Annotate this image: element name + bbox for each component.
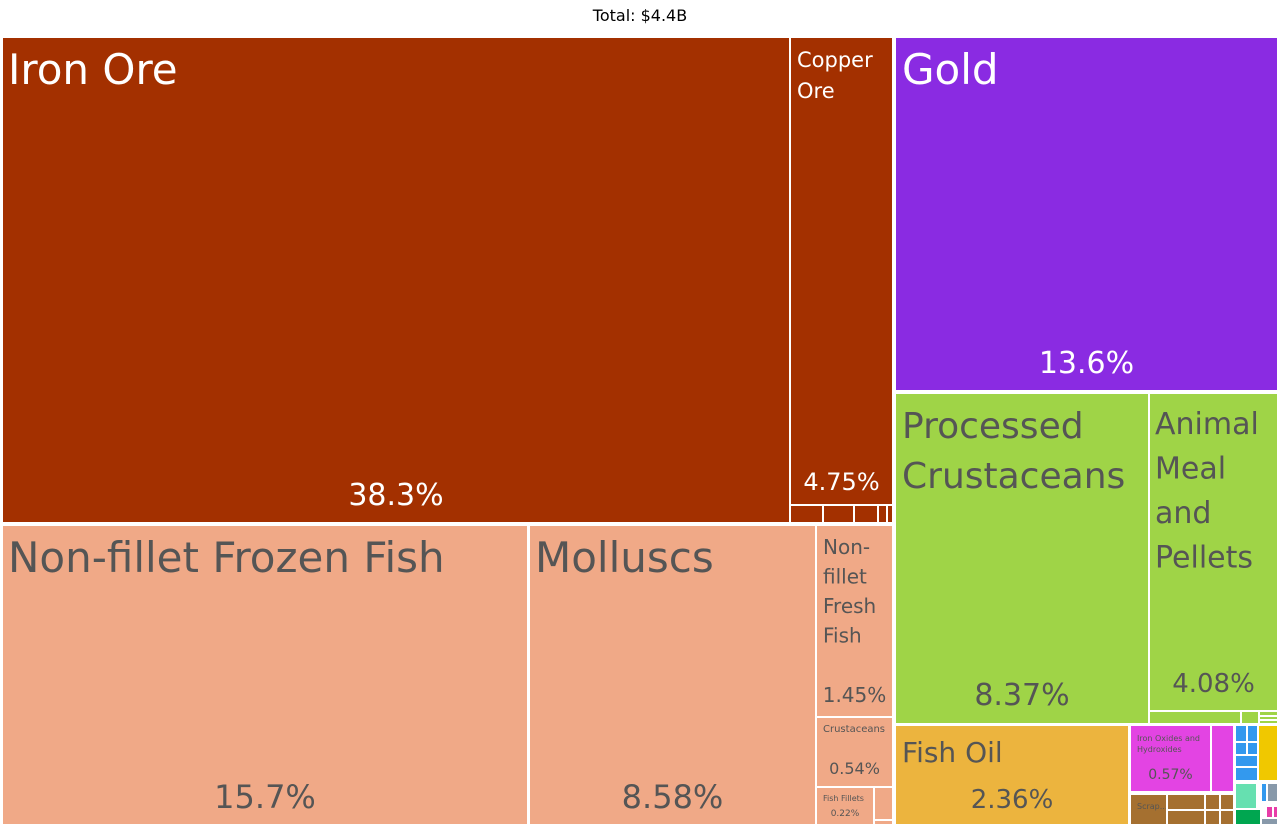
tile-iron-ore <box>1 36 791 524</box>
small-tile <box>1204 809 1221 826</box>
small-tile <box>1219 809 1235 826</box>
tile-processed-crustaceans <box>894 392 1150 725</box>
tile-non-fillet-frozen-fish <box>1 524 529 826</box>
tile-non-fillet-fresh-fish <box>815 524 894 718</box>
tile-share-iron-ore: 38.3% <box>348 478 443 513</box>
small-tile <box>1166 793 1206 811</box>
small-tile <box>1234 754 1259 768</box>
tile-label-non-fillet-frozen-fish: Non-fillet Frozen Fish <box>8 533 445 582</box>
tile-share-animal-meal-and-pellets: 4.08% <box>1172 669 1255 699</box>
small-tile <box>1257 724 1279 782</box>
small-tile <box>1246 724 1259 743</box>
small-tile <box>877 504 888 524</box>
tile-share-processed-crustaceans: 8.37% <box>974 678 1069 713</box>
tile-label-copper-ore: Copper <box>797 48 873 72</box>
small-tile <box>1266 782 1279 803</box>
tile-gold <box>894 36 1279 392</box>
tile-label-animal-meal-and-pellets: Pellets <box>1155 541 1253 576</box>
tile-fish-oil <box>894 724 1130 826</box>
tile-share-crustaceans: 0.54% <box>829 759 880 778</box>
tile-label-animal-meal-and-pellets: Meal <box>1155 452 1226 487</box>
tile-label-non-fillet-fresh-fish: Fresh <box>823 594 876 618</box>
small-tile <box>1234 724 1248 743</box>
small-tile <box>853 504 879 524</box>
tile-label-fish-oil: Fish Oil <box>902 736 1003 769</box>
small-tile <box>1210 724 1235 793</box>
tile-label-copper-ore: Ore <box>797 79 835 103</box>
small-tile <box>1204 793 1221 811</box>
small-tile <box>886 504 894 524</box>
tile-share-molluscs: 8.58% <box>622 778 724 816</box>
small-tile <box>822 504 855 524</box>
small-tile <box>1260 817 1279 826</box>
small-tile <box>873 786 894 821</box>
tile-label-molluscs: Molluscs <box>535 533 714 582</box>
small-tile <box>1246 741 1259 756</box>
small-tile <box>1148 710 1242 725</box>
tile-label-fish-fillets: Fish Fillets <box>823 794 864 803</box>
small-tile <box>1234 808 1262 826</box>
small-tile <box>873 819 894 826</box>
small-tile <box>1265 805 1274 819</box>
small-tile <box>1240 710 1260 725</box>
tile-share-fish-oil: 2.36% <box>971 785 1054 815</box>
tile-share-copper-ore: 4.75% <box>803 468 879 496</box>
tile-share-non-fillet-fresh-fish: 1.45% <box>823 683 887 707</box>
tile-label-non-fillet-fresh-fish: fillet <box>823 565 867 589</box>
tile-label-processed-crustaceans: Processed <box>902 406 1084 447</box>
small-tile <box>1166 809 1206 826</box>
tile-iron-oxides-and-hydroxides <box>1129 724 1212 793</box>
small-tile <box>789 504 824 524</box>
tile-label-non-fillet-fresh-fish: Fish <box>823 624 862 648</box>
tile-scrap <box>1129 793 1168 826</box>
small-tile <box>1258 719 1279 725</box>
tile-copper-ore <box>789 36 894 506</box>
small-tile <box>1272 805 1279 819</box>
small-tile <box>1234 741 1248 756</box>
tile-label-processed-crustaceans: Crustaceans <box>902 456 1125 497</box>
tile-label-animal-meal-and-pellets: Animal <box>1155 407 1259 442</box>
tile-label-iron-ore: Iron Ore <box>8 45 178 94</box>
small-tile <box>1234 766 1259 782</box>
tile-share-fish-fillets: 0.22% <box>831 809 860 819</box>
tile-share-iron-oxides-and-hydroxides: 0.57% <box>1148 767 1192 783</box>
chart-title: Total: $4.4B <box>592 6 688 25</box>
tile-label-non-fillet-fresh-fish: Non- <box>823 535 870 559</box>
tile-share-gold: 13.6% <box>1039 346 1134 381</box>
tile-label-animal-meal-and-pellets: and <box>1155 496 1211 531</box>
tile-animal-meal-and-pellets <box>1148 392 1279 712</box>
tile-label-iron-oxides-and-hydroxides: Hydroxides <box>1137 745 1182 754</box>
tile-fish-fillets <box>815 786 875 826</box>
small-tile <box>1234 782 1258 810</box>
tile-label-crustaceans: Crustaceans <box>823 724 885 735</box>
tile-label-scrap: Scrap... <box>1137 802 1167 811</box>
tile-label-iron-oxides-and-hydroxides: Iron Oxides and <box>1137 734 1200 743</box>
tile-label-gold: Gold <box>902 45 999 94</box>
small-tile <box>1219 793 1235 811</box>
tile-share-non-fillet-frozen-fish: 15.7% <box>214 778 316 816</box>
